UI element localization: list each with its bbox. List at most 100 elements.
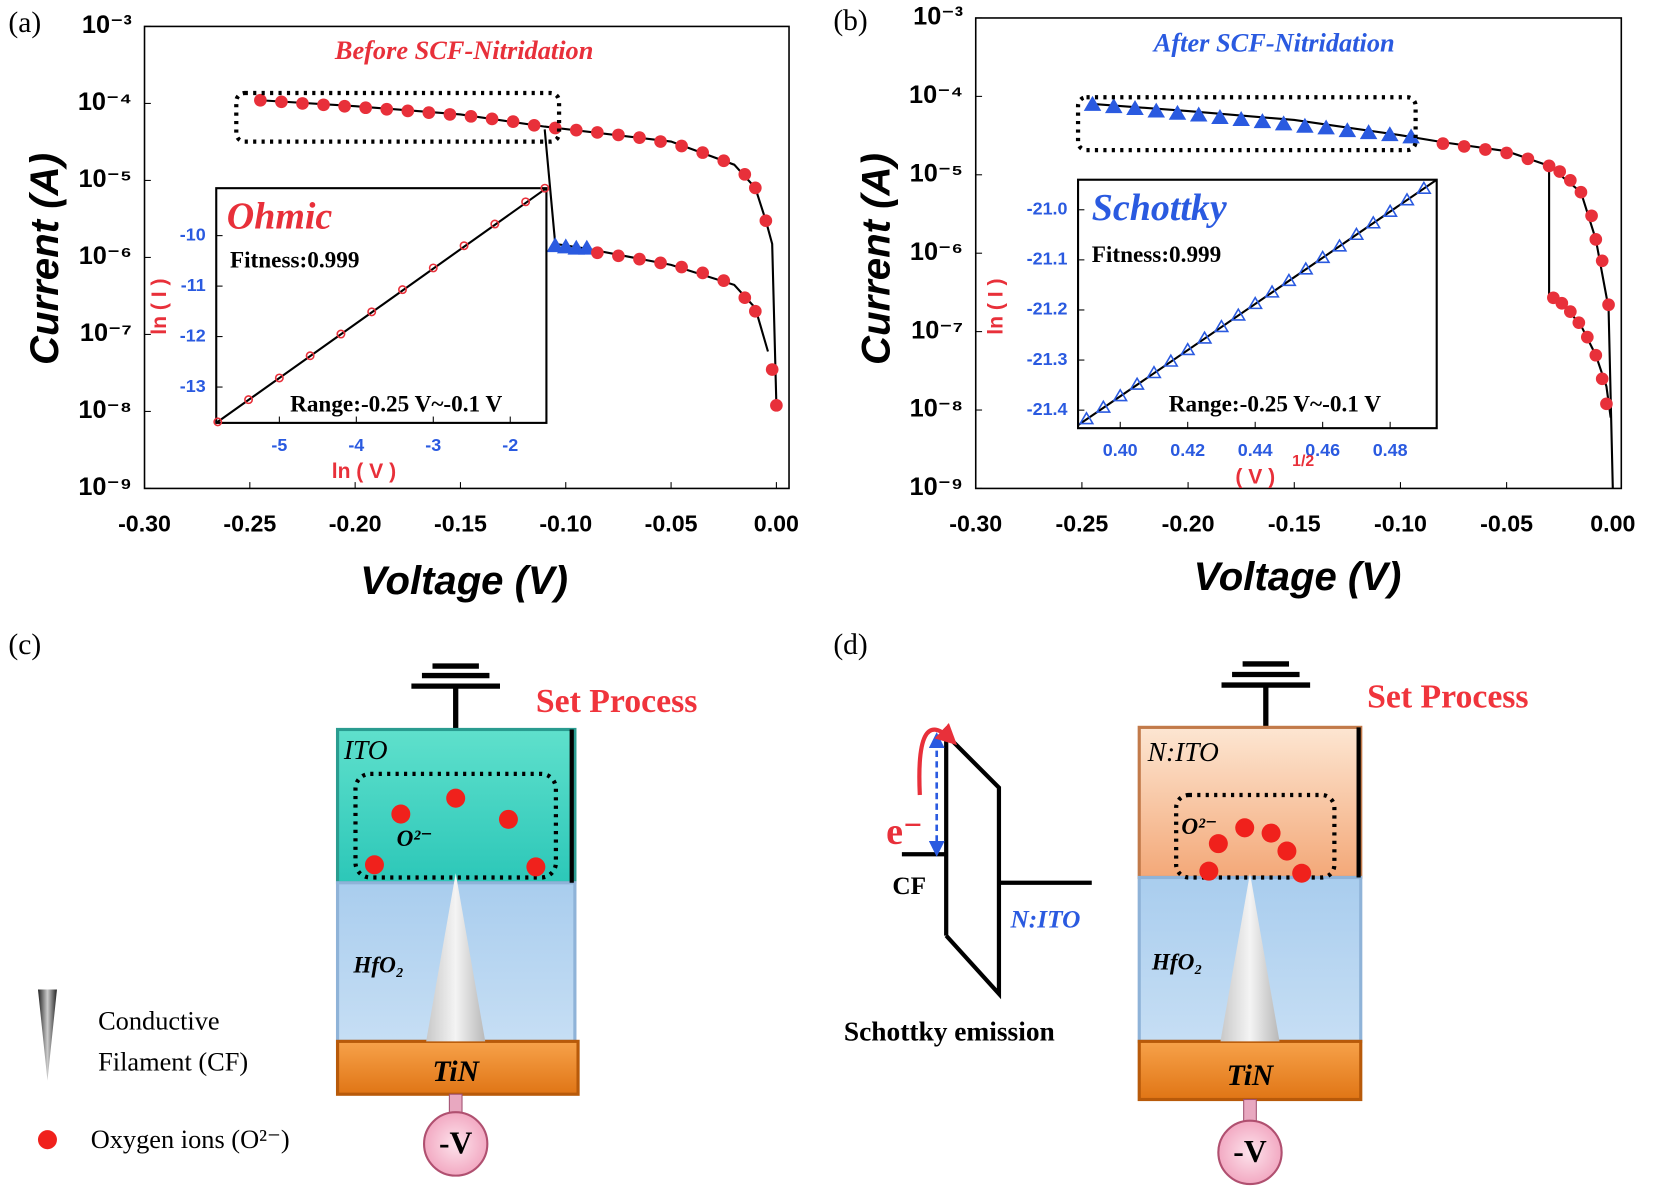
data-point [296,97,309,110]
data-point [1589,348,1603,362]
layer-label: ITO [343,735,388,765]
data-point [1095,399,1112,413]
data-point [546,237,564,253]
data-point [213,417,223,427]
legend-text: Oxygen ions (O²⁻) [91,1124,290,1154]
y-tick-label: -21.2 [1027,299,1068,319]
data-point [1126,100,1144,115]
data-point [1382,203,1398,218]
data-point [1416,180,1432,194]
layer-label: HfO₂ [1151,949,1203,975]
data-point [748,304,762,318]
data-point [275,95,288,109]
x-tick-label: 0.46 [1305,440,1340,460]
x-tick-label: -0.15 [1268,511,1321,537]
data-point [738,291,752,305]
y-tick-label: 10⁻⁶ [910,238,963,266]
data-point [1338,122,1357,138]
data-point [696,146,709,159]
data-point [1146,365,1162,379]
x-tick-label: 0.00 [1590,511,1635,537]
data-point [1595,372,1609,386]
x-tick-label: -0.25 [223,511,276,537]
data-point [770,398,783,412]
data-point [633,252,646,266]
highlight-box [234,90,562,144]
x-axis-label-exponent: 1/2 [1292,453,1314,470]
y-tick-label: 10⁻⁵ [78,165,131,193]
y-tick-label: 10⁻⁴ [78,88,132,116]
annotation: Fitness:0.999 [230,248,359,274]
data-point [1264,284,1280,298]
electron-label: e⁻ [886,811,923,853]
data-point [398,285,407,295]
x-tick-label: -0.20 [1162,511,1215,537]
layer-label: TiN [432,1056,480,1088]
ion-label: O²⁻ [1181,814,1217,840]
data-point [1163,353,1179,367]
data-point [591,126,604,139]
data-point [1296,117,1314,133]
y-tick-label: 10⁻³ [82,11,132,39]
data-point [1317,119,1335,135]
data-point [748,181,762,195]
data-point [717,274,731,287]
data-point [1564,305,1577,318]
data-point [1365,215,1381,229]
band-caption: Schottky emission [844,1016,1055,1046]
data-point [654,256,667,270]
x-tick-label: 0.48 [1373,440,1408,460]
data-point [1585,209,1598,223]
data-point [1189,106,1208,122]
data-point [317,98,330,112]
data-point [1168,104,1187,120]
data-point [1247,296,1263,310]
legend-text: Conductive [98,1005,220,1035]
process-label: Set Process [1367,679,1528,716]
x-tick-label: 0.00 [754,511,799,537]
data-point [1479,143,1492,156]
data-point [1589,233,1603,246]
data-point [1147,102,1166,118]
y-tick-label: -21.3 [1027,349,1068,369]
data-point [490,219,500,229]
data-point [765,363,779,376]
ion-region [1174,792,1337,880]
x-axis-label: Voltage (V) [360,558,568,603]
x-tick-label: 0.44 [1238,440,1273,460]
data-point [591,246,604,260]
layer-label: HfO₂ [352,953,404,979]
data-point [1253,113,1272,129]
annotation: Fitness:0.999 [1092,242,1221,268]
y-tick-label: 10⁻⁸ [910,395,963,423]
data-point [1555,296,1569,310]
data-point [527,118,541,132]
layer-label: N:ITO [1147,737,1219,767]
data-point [1580,330,1594,344]
y-tick-label: 10⁻⁴ [909,81,963,109]
ion-label: O²⁻ [397,826,433,852]
data-point [738,167,752,181]
y-tick-label: 10⁻⁶ [79,242,132,270]
data-point [675,139,688,153]
data-point [1574,185,1588,199]
data-point [422,106,436,119]
ion-region [353,771,559,880]
data-point [1083,95,1102,111]
data-point [380,102,394,116]
data-point [1602,298,1615,312]
voltage-label: -V [439,1125,473,1160]
data-point [1436,137,1450,150]
x-tick-label: 0.42 [1170,440,1205,460]
y-tick-label: -21.4 [1027,399,1068,419]
legend-text: Filament (CF) [98,1047,248,1077]
annotation: Range:-0.25 V~-0.1 V [290,391,502,417]
electron-arrow [917,722,958,796]
x-tick-label: -5 [271,435,287,455]
data-point [485,112,499,126]
chart-title: Before SCF-Nitridation [334,35,594,65]
x-axis-label: ln ( V ) [332,460,396,483]
data-point [1521,152,1535,166]
x-tick-label: -0.10 [1374,511,1427,537]
data-point [1298,261,1314,275]
